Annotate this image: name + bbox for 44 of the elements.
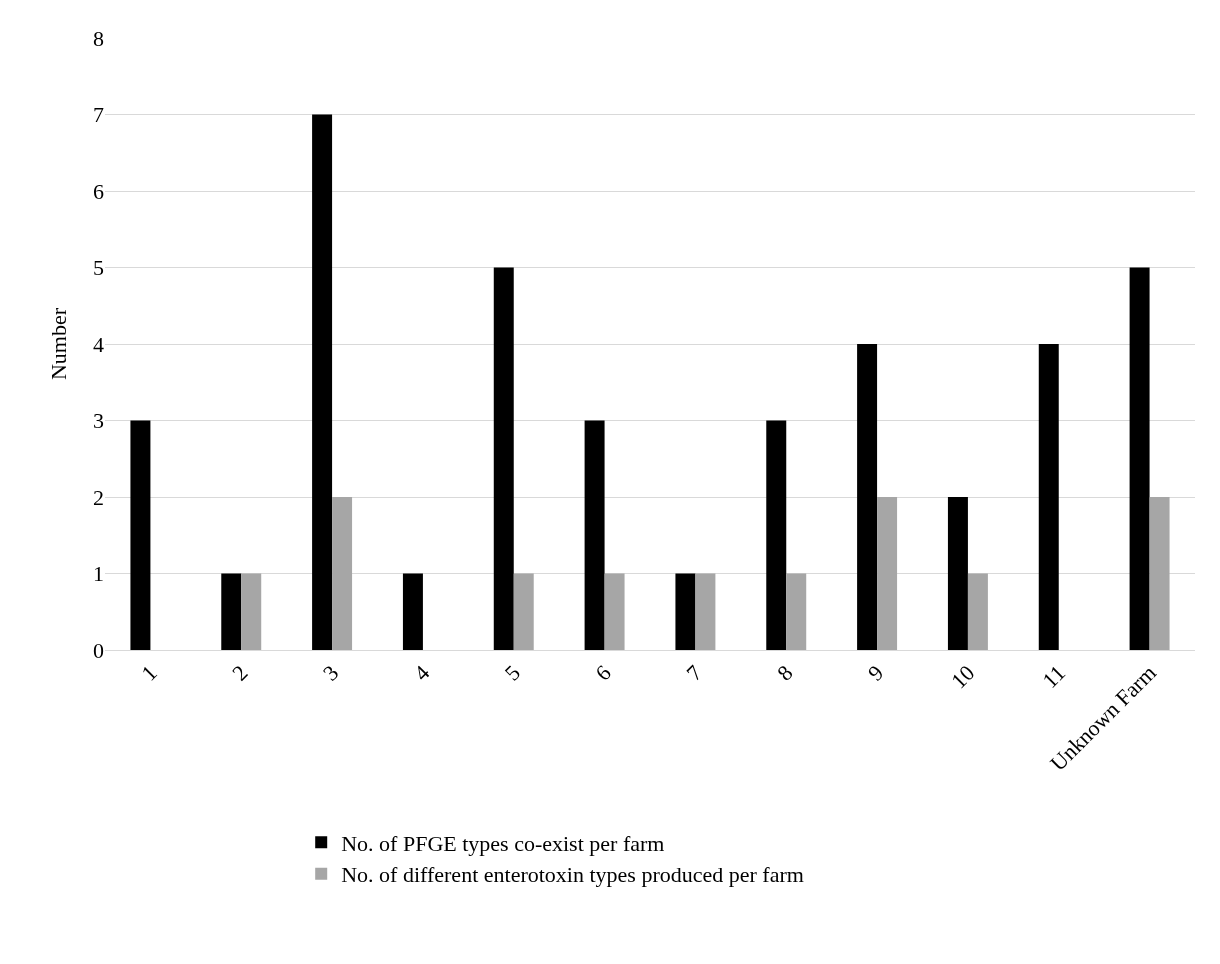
legend-label: No. of PFGE types co-exist per farm <box>341 830 665 856</box>
bar <box>332 497 353 650</box>
bar <box>1149 497 1170 650</box>
bar <box>493 267 514 650</box>
y-tick-label: 7 <box>93 102 104 128</box>
bar <box>1038 344 1059 650</box>
y-tick-label: 5 <box>93 255 104 281</box>
y-tick-label: 6 <box>93 178 104 204</box>
x-tick-label: 4 <box>408 660 435 686</box>
legend-label: No. of different enterotoxin types produced per farm <box>341 862 804 888</box>
x-tick-label: 10 <box>946 660 980 694</box>
bar <box>967 573 988 650</box>
bar <box>221 573 242 650</box>
bar <box>877 497 898 650</box>
y-tick-label: 2 <box>93 484 104 510</box>
bar <box>947 497 968 650</box>
bar <box>786 573 807 650</box>
x-tick-label: 11 <box>1037 660 1071 693</box>
bar <box>675 573 696 650</box>
bar <box>766 420 787 650</box>
bar <box>857 344 878 650</box>
bar <box>1129 267 1150 650</box>
x-tick-label: 6 <box>590 660 616 686</box>
y-tick-label: 1 <box>93 561 104 587</box>
bar <box>402 573 423 650</box>
bar <box>241 573 262 650</box>
x-tick-label: 9 <box>862 660 889 686</box>
x-tick-label: 8 <box>772 660 798 686</box>
y-tick-label: 8 <box>93 25 104 51</box>
x-tick-label: 1 <box>136 660 162 686</box>
y-axis-title: Number <box>45 307 71 381</box>
bar <box>604 573 625 650</box>
x-tick-label: 5 <box>499 660 526 686</box>
bar <box>130 420 151 650</box>
bar <box>695 573 716 650</box>
bar <box>584 420 605 650</box>
x-tick-label: 2 <box>227 660 253 686</box>
y-tick-label: 4 <box>93 331 104 357</box>
x-tick-label: 3 <box>317 660 344 686</box>
y-tick-label: 3 <box>93 408 104 434</box>
bar <box>513 573 534 650</box>
x-tick-label: 7 <box>681 660 707 686</box>
y-tick-label: 0 <box>93 637 104 663</box>
bar <box>312 114 333 650</box>
